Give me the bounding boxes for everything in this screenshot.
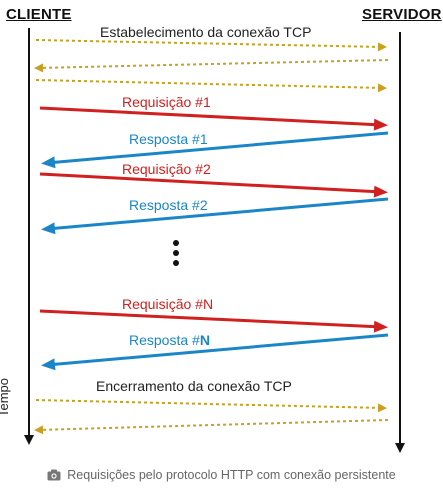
handshake-arrow-2 bbox=[34, 59, 389, 73]
response-n-text: Resposta # bbox=[129, 332, 200, 348]
response-n-arrow bbox=[41, 333, 389, 371]
request-n-arrow bbox=[39, 309, 388, 333]
handshake-label: Estabelecimento da conexão TCP bbox=[100, 24, 312, 40]
figure-caption: Requisições pelo protocolo HTTP com cone… bbox=[0, 468, 443, 482]
ellipsis-dots bbox=[173, 240, 181, 270]
close-arrow-2 bbox=[34, 419, 389, 435]
response-n-number: N bbox=[199, 332, 210, 348]
request-1-label: Requisição #1 bbox=[122, 94, 211, 110]
response-n-label: Resposta #N bbox=[129, 332, 210, 348]
server-label: SERVIDOR bbox=[362, 6, 442, 23]
dot bbox=[173, 250, 179, 256]
client-label: CLIENTE bbox=[6, 6, 72, 23]
response-1-arrow bbox=[41, 131, 389, 169]
response-2-label: Resposta #2 bbox=[129, 197, 208, 213]
handshake-arrow-3 bbox=[35, 79, 387, 93]
close-arrow-1 bbox=[35, 399, 387, 413]
dot bbox=[173, 260, 179, 266]
time-axis-label: Tempo bbox=[0, 377, 11, 417]
close-label: Encerramento da conexão TCP bbox=[96, 378, 292, 394]
sequence-diagram bbox=[24, 28, 405, 453]
request-2-label: Requisição #2 bbox=[122, 161, 211, 177]
request-n-label: Requisição #N bbox=[122, 296, 214, 312]
response-2-arrow bbox=[41, 197, 389, 235]
dot bbox=[173, 240, 179, 246]
request-1-arrow bbox=[39, 106, 388, 131]
request-2-arrow bbox=[39, 172, 388, 198]
caption-text: Requisições pelo protocolo HTTP com cone… bbox=[67, 468, 396, 482]
camera-icon bbox=[47, 469, 61, 481]
response-1-label: Resposta #1 bbox=[129, 131, 208, 147]
handshake-arrow-1 bbox=[35, 39, 387, 52]
